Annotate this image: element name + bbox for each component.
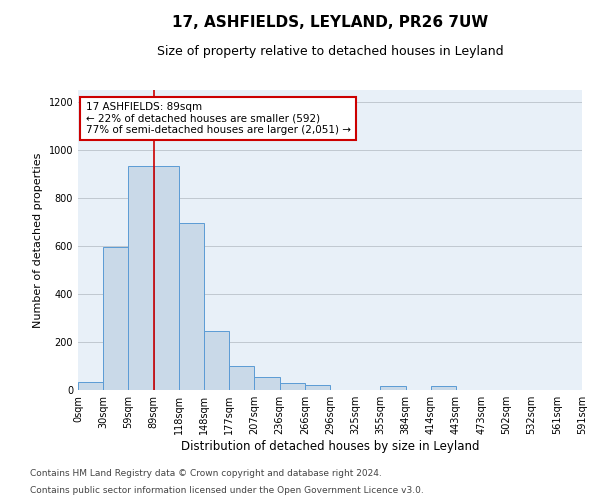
Bar xyxy=(154,166,179,390)
Text: Size of property relative to detached houses in Leyland: Size of property relative to detached ho… xyxy=(157,45,503,58)
Y-axis label: Number of detached properties: Number of detached properties xyxy=(33,152,43,328)
Bar xyxy=(229,366,254,390)
Text: 17, ASHFIELDS, LEYLAND, PR26 7UW: 17, ASHFIELDS, LEYLAND, PR26 7UW xyxy=(172,15,488,30)
Bar xyxy=(179,223,204,390)
Bar xyxy=(431,386,456,390)
Bar xyxy=(78,382,103,390)
Bar xyxy=(280,383,305,390)
Bar xyxy=(305,385,330,390)
Bar xyxy=(128,166,154,390)
Bar xyxy=(380,386,406,390)
Text: 17 ASHFIELDS: 89sqm
← 22% of detached houses are smaller (592)
77% of semi-detac: 17 ASHFIELDS: 89sqm ← 22% of detached ho… xyxy=(86,102,350,135)
X-axis label: Distribution of detached houses by size in Leyland: Distribution of detached houses by size … xyxy=(181,440,479,453)
Bar xyxy=(254,377,280,390)
Bar xyxy=(103,247,128,390)
Text: Contains HM Land Registry data © Crown copyright and database right 2024.: Contains HM Land Registry data © Crown c… xyxy=(30,468,382,477)
Bar xyxy=(204,331,229,390)
Text: Contains public sector information licensed under the Open Government Licence v3: Contains public sector information licen… xyxy=(30,486,424,495)
